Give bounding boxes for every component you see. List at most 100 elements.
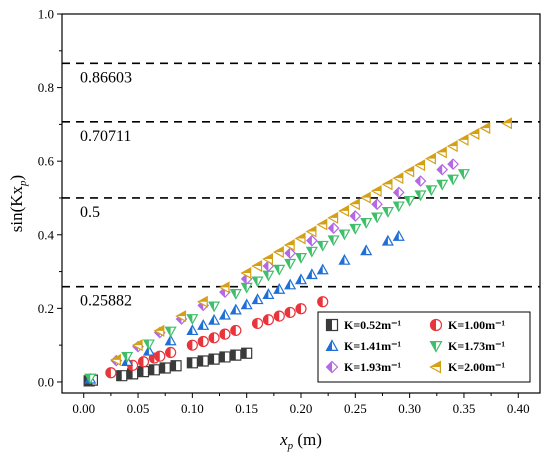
data-point <box>425 185 438 197</box>
marker-fill <box>350 199 360 205</box>
marker-fill <box>209 332 215 343</box>
y-axis-title-main: sin(Kx <box>7 185 26 232</box>
x-axis-title-subscript: p <box>287 440 294 452</box>
reference-line-label: 0.86603 <box>80 69 132 86</box>
marker-fill <box>165 347 171 358</box>
data-point <box>240 298 253 310</box>
legend-label: K=0.52m⁻¹ <box>344 318 402 332</box>
x-tick-label: 0.10 <box>181 401 204 416</box>
marker-fill <box>209 354 215 365</box>
marker-fill <box>187 357 193 368</box>
data-point <box>197 319 210 330</box>
marker-fill <box>111 354 121 360</box>
data-point <box>196 295 208 308</box>
legend-item: K=1.00m⁻¹ <box>429 318 506 332</box>
data-point <box>468 127 480 140</box>
marker-fill <box>361 245 367 255</box>
marker-fill <box>171 360 177 371</box>
x-tick-label: 0.35 <box>453 401 476 416</box>
marker-fill <box>219 309 225 319</box>
data-point <box>371 198 383 211</box>
legend-label: K=1.93m⁻¹ <box>344 360 402 374</box>
marker-fill <box>252 277 258 287</box>
data-point <box>435 146 447 159</box>
legend-marker <box>325 339 339 351</box>
legend-label: K=1.73m⁻¹ <box>448 339 506 353</box>
marker-fill <box>430 341 436 352</box>
marker-fill <box>209 302 215 312</box>
marker-fill <box>326 319 332 331</box>
legend-item: K=1.93m⁻¹ <box>325 360 402 374</box>
data-point <box>208 332 220 344</box>
marker-fill <box>198 296 208 302</box>
data-point <box>425 152 436 165</box>
marker-fill <box>480 123 490 129</box>
data-point <box>142 339 155 351</box>
marker-fill <box>350 211 356 222</box>
data-point <box>338 253 351 265</box>
marker-fill <box>426 153 436 159</box>
data-point <box>338 204 350 217</box>
marker-fill <box>361 218 367 228</box>
marker-fill <box>393 202 399 212</box>
marker-fill <box>296 303 301 314</box>
data-point <box>403 195 416 207</box>
marker-fill <box>116 370 122 381</box>
y-axis: 0.0 0.2 0.4 0.6 0.8 1.0 <box>38 7 62 389</box>
marker-fill <box>296 253 301 263</box>
marker-fill <box>241 348 247 359</box>
data-point <box>284 278 297 290</box>
marker-fill <box>328 235 334 245</box>
marker-fill <box>306 247 312 257</box>
y-tick-label: 0.2 <box>38 301 54 316</box>
data-point <box>262 260 275 272</box>
marker-fill <box>326 361 332 373</box>
data-point <box>197 335 209 348</box>
marker-fill <box>274 265 280 275</box>
marker-fill <box>176 311 186 317</box>
data-point <box>208 301 221 313</box>
marker-fill <box>426 185 432 195</box>
marker-fill <box>165 335 171 345</box>
x-axis-title: xp (m) <box>279 430 322 452</box>
marker-fill <box>296 233 305 239</box>
data-point <box>327 211 339 224</box>
data-point <box>294 232 306 245</box>
marker-fill <box>263 254 273 260</box>
marker-fill <box>263 314 269 325</box>
data-point <box>240 267 252 280</box>
series-4 <box>84 169 470 385</box>
y-tick-label: 1.0 <box>38 7 54 22</box>
x-tick-label: 0.05 <box>127 401 150 416</box>
marker-fill <box>430 361 441 367</box>
marker-fill <box>393 187 399 198</box>
marker-fill <box>252 261 262 267</box>
marker-fill <box>252 294 258 304</box>
data-point <box>251 317 264 330</box>
data-point <box>230 349 242 361</box>
marker-fill <box>317 296 323 307</box>
marker-fill <box>274 247 284 253</box>
legend-label: K=2.00m⁻¹ <box>448 360 506 374</box>
marker-fill <box>393 231 399 241</box>
legend-marker <box>429 360 441 374</box>
data-point <box>262 314 275 326</box>
marker-fill <box>404 166 414 172</box>
legend-item: K=2.00m⁻¹ <box>429 360 506 374</box>
data-point <box>186 339 198 351</box>
data-point <box>360 218 373 229</box>
marker-fill <box>296 274 301 284</box>
marker-fill <box>317 219 327 225</box>
marker-fill <box>263 271 269 281</box>
data-point <box>457 169 470 180</box>
legend-item: K=1.73m⁻¹ <box>429 339 506 353</box>
data-point <box>164 334 177 346</box>
marker-fill <box>372 199 378 210</box>
data-point <box>153 324 165 337</box>
data-point <box>273 264 286 276</box>
data-point <box>219 351 231 363</box>
data-point <box>137 356 150 368</box>
data-point <box>295 303 307 315</box>
marker-fill <box>306 269 312 279</box>
